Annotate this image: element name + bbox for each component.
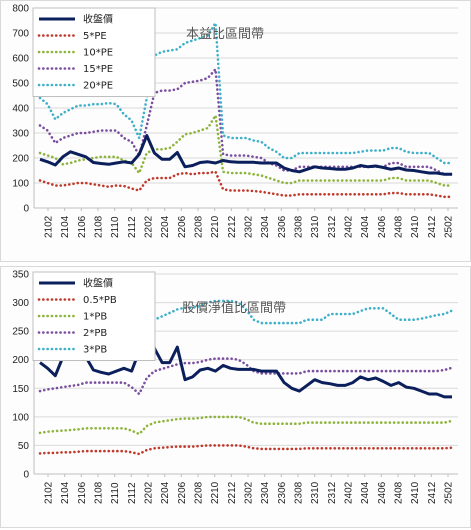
series-line-3 (38, 357, 454, 396)
x-tick-label: 2104 (60, 215, 71, 238)
y-tick-label: 100 (12, 179, 29, 190)
x-tick-label: 2412 (427, 481, 438, 504)
legend-label: 3*PB (83, 345, 107, 356)
x-tick-label: 2502 (444, 481, 455, 504)
y-tick-label: 200 (12, 355, 29, 366)
y-tick-label: 300 (12, 298, 29, 309)
y-tick-label: 300 (12, 129, 29, 140)
x-tick-label: 2102 (44, 481, 55, 504)
pe-band-chart: 0 100 200 300 400 500 600 700 800 2102 2104 2106 210… (0, 0, 471, 262)
series-line-4 (38, 299, 454, 356)
x-tick-label: 2312 (327, 481, 338, 504)
legend-label: 收盤價 (83, 13, 113, 26)
legend: 收盤價 0.5*PB 1*PB 2*PB 3*PB (32, 271, 156, 361)
x-tick-label: 2208 (194, 215, 205, 238)
legend-label: 15*PE (83, 64, 113, 75)
x-tick-label: 2408 (394, 481, 405, 504)
x-tick-label: 2106 (77, 481, 88, 504)
x-tick-label: 2308 (294, 481, 305, 504)
legend-label: 5*PE (83, 31, 107, 42)
x-tick-label: 2206 (177, 215, 188, 238)
x-tick-label: 2306 (277, 481, 288, 504)
x-tick-label: 2108 (94, 215, 105, 238)
y-tick-label: 500 (12, 79, 29, 90)
x-tick-label: 2212 (227, 215, 238, 238)
y-tick-label: 200 (12, 154, 29, 165)
x-tick-label: 2306 (277, 215, 288, 238)
x-tick-label: 2210 (210, 481, 221, 504)
y-tick-label: 600 (12, 54, 29, 65)
x-tick-label: 2112 (127, 216, 138, 238)
y-tick-label: 50 (18, 441, 30, 452)
legend-label: 10*PE (83, 48, 113, 59)
legend-label: 1*PB (83, 312, 107, 323)
y-tick-label: 0 (23, 470, 29, 481)
x-tick-label: 2304 (260, 215, 271, 238)
x-tick-label: 2206 (177, 481, 188, 504)
chart-title: 本益比區間帶 (186, 27, 264, 42)
y-tick-label: 350 (12, 270, 29, 281)
x-tick-label: 2406 (377, 481, 388, 504)
x-tick-label: 2406 (377, 215, 388, 238)
y-tick-label: 800 (12, 4, 29, 15)
legend-label: 20*PE (83, 81, 113, 92)
x-tick-label: 2204 (160, 215, 171, 238)
y-tick-label: 100 (12, 412, 29, 423)
legend-label: 0.5*PB (83, 295, 117, 306)
series-line-0 (39, 134, 452, 176)
legend-label: 收盤價 (83, 277, 113, 290)
x-tick-label: 2410 (410, 215, 421, 238)
x-tick-label: 2310 (310, 481, 321, 504)
x-tick-label: 2104 (60, 481, 71, 504)
x-tick-label: 2410 (410, 481, 421, 504)
y-tick-label: 700 (12, 29, 29, 40)
x-tick-label: 2110 (110, 482, 121, 504)
pb-band-chart: 0 50 100 150 200 250 300 350 2102 2104 2106 2108 211… (0, 266, 471, 528)
series-line-2 (38, 415, 454, 436)
x-tick-label: 2202 (144, 215, 155, 238)
x-tick-label: 2310 (310, 215, 321, 238)
series-line-1 (38, 170, 454, 199)
x-tick-label: 2502 (444, 215, 455, 238)
x-tick-label: 2404 (360, 215, 371, 238)
x-tick-label: 2204 (160, 481, 171, 504)
x-tick-label: 2210 (210, 215, 221, 238)
x-tick-label: 2408 (394, 215, 405, 238)
x-tick-label: 2112 (127, 482, 138, 504)
x-tick-label: 2304 (260, 481, 271, 504)
x-tick-label: 2312 (327, 215, 338, 238)
series-line-1 (38, 444, 454, 456)
legend-box (32, 271, 156, 361)
legend: 收盤價 5*PE 10*PE 15*PE 20*PE (32, 7, 156, 97)
x-tick-label: 2212 (227, 481, 238, 504)
x-tick-label: 2308 (294, 215, 305, 238)
legend-box (32, 7, 156, 97)
x-tick-label: 2106 (77, 215, 88, 238)
x-tick-label: 2102 (44, 215, 55, 238)
series-line-0 (39, 306, 452, 399)
y-tick-label: 400 (12, 104, 29, 115)
x-tick-label: 2404 (360, 481, 371, 504)
series-line-4 (38, 21, 454, 165)
series-line-2 (38, 114, 454, 187)
y-tick-label: 0 (23, 204, 29, 215)
x-tick-label: 2108 (94, 481, 105, 504)
y-tick-label: 250 (12, 327, 29, 338)
x-tick-label: 2412 (427, 215, 438, 238)
x-tick-label: 2402 (344, 215, 355, 238)
x-tick-label: 2202 (144, 481, 155, 504)
legend-label: 2*PB (83, 328, 107, 339)
x-tick-label: 2208 (194, 481, 205, 504)
chart-title: 股價淨值比區間帶 (182, 300, 286, 316)
x-tick-label: 2302 (244, 215, 255, 238)
y-tick-label: 150 (12, 384, 29, 395)
x-tick-label: 2110 (110, 216, 121, 238)
x-tick-label: 2302 (244, 481, 255, 504)
x-tick-label: 2402 (344, 481, 355, 504)
